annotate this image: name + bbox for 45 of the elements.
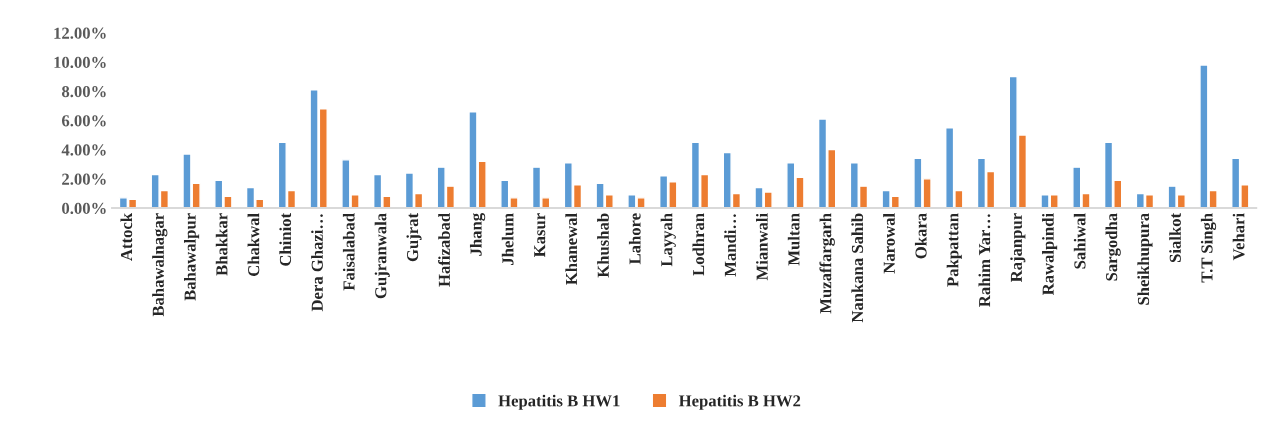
legend-label: Hepatitis B HW1 bbox=[498, 394, 620, 410]
x-tick-label: Muzaffargarh bbox=[819, 213, 835, 314]
y-tick-label: 6.00% bbox=[61, 115, 106, 127]
x-tick-label: Nankana Sahib bbox=[851, 213, 864, 323]
x-tick-label: Kasur bbox=[534, 213, 546, 258]
x-tick-label: Pakpattan bbox=[946, 213, 962, 287]
x-tick-label: Mandi… bbox=[724, 214, 737, 277]
x-tick-label: Sahiwal bbox=[1073, 213, 1086, 269]
x-tick-label: Khushab bbox=[597, 213, 609, 278]
x-tick-label: Attock bbox=[120, 212, 133, 261]
x-tick-label: Narowal bbox=[883, 213, 895, 274]
x-tick-label: Sheikhupura bbox=[1137, 213, 1153, 305]
x-tick-label: Lodhran bbox=[692, 213, 705, 276]
x-tick-label: Gujrat bbox=[406, 212, 422, 262]
x-tick-label: Bahawalnagar bbox=[152, 213, 168, 317]
y-tick-label: 4.00% bbox=[61, 144, 106, 156]
y-tick-label: 8.00% bbox=[61, 85, 106, 98]
x-tick-label: Okara bbox=[914, 213, 927, 259]
x-tick-label: Bahawalpur bbox=[184, 213, 200, 301]
x-tick-label: Gujranwala bbox=[374, 213, 390, 299]
legend-label: Hepatitis B HW2 bbox=[678, 394, 801, 410]
y-tick-label: 10.00% bbox=[54, 56, 106, 69]
x-tick-label: Mianwali bbox=[756, 213, 768, 281]
y-tick-label: 0.00% bbox=[62, 202, 106, 215]
x-tick-label: Rajanpur bbox=[1010, 213, 1026, 283]
x-tick-label: Chakwal bbox=[247, 213, 260, 276]
x-tick-label: Jhang bbox=[469, 213, 486, 256]
x-tick-label: Sargodha bbox=[1105, 213, 1121, 281]
x-tick-label: Khanewal bbox=[565, 213, 578, 285]
x-tick-label: Lahore bbox=[628, 213, 641, 265]
x-tick-label: Bhakkar bbox=[215, 213, 228, 276]
x-tick-label: Hafizabad bbox=[438, 213, 450, 287]
x-tick-label: T.T Singh bbox=[1200, 213, 1217, 283]
x-tick-label: Multan bbox=[787, 213, 800, 266]
x-tick-label: Chiniot bbox=[279, 212, 292, 266]
x-tick-label: Vehari bbox=[1232, 213, 1245, 261]
y-tick-label: 12.00% bbox=[54, 27, 106, 39]
y-tick-label: 2.00% bbox=[62, 173, 106, 185]
x-tick-label: Rahim Yar… bbox=[978, 214, 991, 307]
x-tick-label: Dera Ghazi… bbox=[311, 214, 323, 312]
x-tick-label: Layyah bbox=[660, 213, 676, 267]
x-tick-label: Faisalabad bbox=[342, 213, 355, 291]
x-tick-label: Rawalpindi bbox=[1042, 213, 1058, 296]
x-tick-label: Jhelum bbox=[501, 213, 514, 265]
x-tick-label: Sialkot bbox=[1169, 212, 1181, 263]
